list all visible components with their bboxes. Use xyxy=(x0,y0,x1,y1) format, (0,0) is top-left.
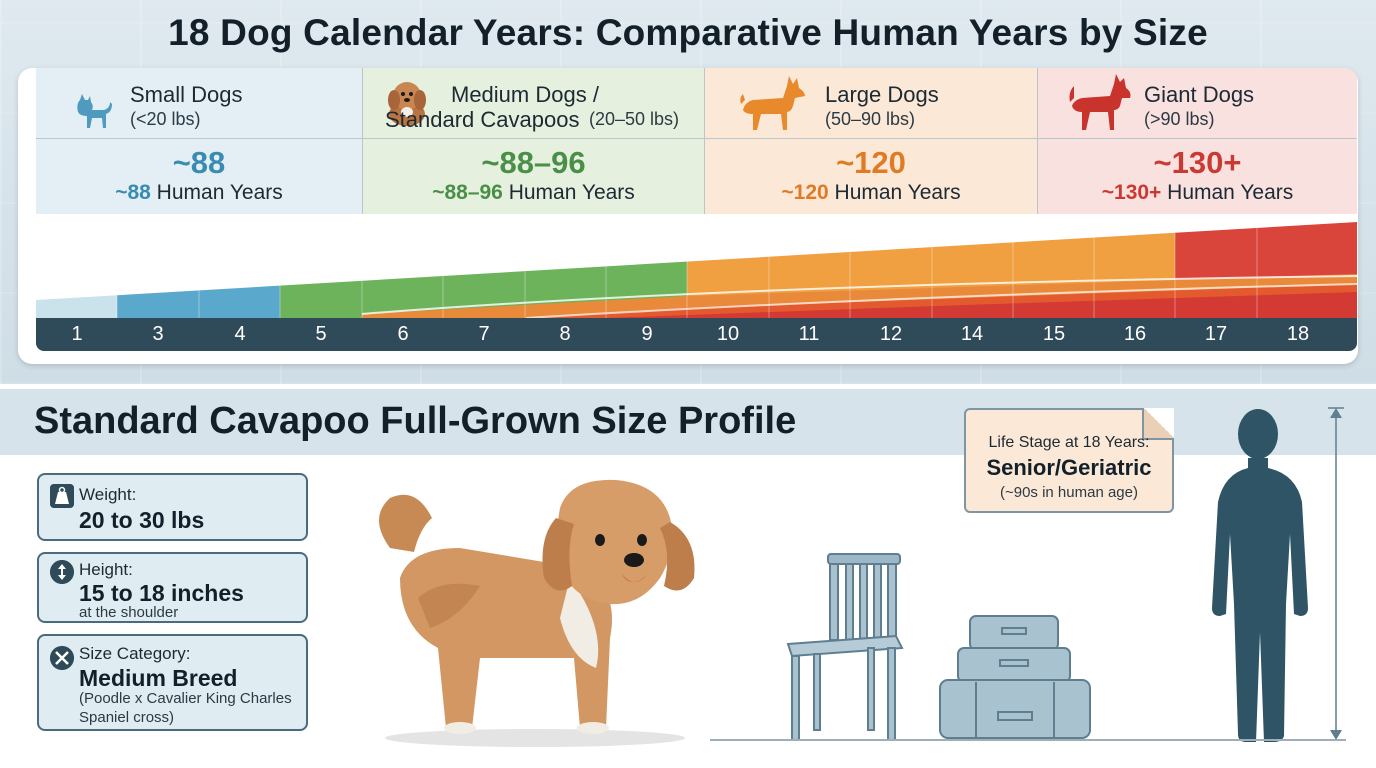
size-category-note-1: (Poodle x Cavalier King Charles xyxy=(79,690,292,707)
category-name-line1: Medium Dogs / xyxy=(451,82,599,107)
axis-tick: 6 xyxy=(397,323,409,345)
size-category-value: Medium Breed xyxy=(79,665,238,691)
axis-tick: 17 xyxy=(1204,323,1228,345)
axis-tick: 3 xyxy=(152,323,164,345)
giant-dog-icon xyxy=(1069,74,1131,130)
life-stage-sub: (~90s in human age) xyxy=(999,484,1138,501)
axis-tick: 8 xyxy=(559,323,571,345)
growth-ramp xyxy=(36,222,1357,318)
human-silhouette xyxy=(1212,409,1308,742)
axis-tick: 7 xyxy=(478,323,490,345)
section-title: Standard Cavapoo Full-Grown Size Profile xyxy=(34,400,797,442)
category-range: (>90 lbs) xyxy=(1144,109,1215,129)
category-name: Small Dogs xyxy=(130,82,243,107)
category-name: Large Dogs xyxy=(825,82,939,107)
axis-tick: 18 xyxy=(1286,323,1310,345)
axis-tick: 9 xyxy=(641,323,653,345)
life-stage-value: Senior/Geriatric xyxy=(986,455,1152,480)
height-card: Height: 15 to 18 inches at the shoulder xyxy=(37,552,308,623)
category-name: Giant Dogs xyxy=(1144,82,1255,107)
weight-icon xyxy=(50,484,74,508)
weight-value: 20 to 30 lbs xyxy=(79,507,205,533)
size-category-card: Size Category: Medium Breed (Poodle x Ca… xyxy=(37,634,308,731)
category-name-line2: Standard Cavapoos xyxy=(385,107,580,132)
cavapoo-illustration xyxy=(379,479,695,747)
category-grid: Small Dogs (<20 lbs) ~88 ~88 Human Years xyxy=(36,68,1357,214)
category-range: (20–50 lbs) xyxy=(589,109,680,129)
axis-tick: 15 xyxy=(1042,323,1066,345)
human-years-line: ~88–96 Human Years xyxy=(432,181,635,204)
human-years-big: ~88–96 xyxy=(481,145,586,180)
human-years-big: ~130+ xyxy=(1153,145,1242,180)
axis-tick: 1 xyxy=(71,323,83,345)
height-arrow-icon xyxy=(50,560,74,584)
luggage-illustration xyxy=(939,615,1091,739)
axis-tick: 5 xyxy=(315,323,327,345)
category-range: (<20 lbs) xyxy=(130,109,201,129)
size-category-label: Size Category: xyxy=(79,644,191,663)
size-category-note-2: Spaniel cross) xyxy=(79,709,175,726)
size-category-icon xyxy=(50,646,74,670)
axis-tick: 16 xyxy=(1123,323,1147,345)
human-years-line: ~120 Human Years xyxy=(781,181,961,204)
weight-card: Weight: 20 to 30 lbs xyxy=(37,473,308,541)
axis-tick: 10 xyxy=(716,323,740,345)
axis-tick: 14 xyxy=(960,323,984,345)
weight-label: Weight: xyxy=(79,485,137,504)
comparison-panel: Small Dogs (<20 lbs) ~88 ~88 Human Years xyxy=(18,68,1358,364)
note-fold xyxy=(1142,408,1174,440)
life-stage-label: Life Stage at 18 Years: xyxy=(988,434,1150,451)
category-small: Small Dogs (<20 lbs) ~88 ~88 Human Years xyxy=(36,68,363,214)
height-value: 15 to 18 inches xyxy=(79,580,244,606)
growth-chart xyxy=(36,218,1357,352)
year-axis: 1 3 4 5 6 7 8 9 10 11 12 14 15 16 17 18 xyxy=(36,318,1357,351)
axis-tick: 4 xyxy=(234,323,246,345)
axis-tick: 11 xyxy=(798,323,820,345)
axis-tick: 12 xyxy=(879,323,903,345)
small-dog-icon xyxy=(77,94,112,128)
category-large: Large Dogs (50–90 lbs) ~120 ~120 Human Y… xyxy=(705,68,1038,214)
life-stage-note: Life Stage at 18 Years: Senior/Geriatric… xyxy=(964,408,1174,513)
ramp-bands xyxy=(36,222,1357,318)
category-giant: Giant Dogs (>90 lbs) ~130+ ~130+ Human Y… xyxy=(1038,68,1357,214)
category-medium: Medium Dogs / Standard Cavapoos (20–50 l… xyxy=(363,68,705,214)
human-years-line: ~88 Human Years xyxy=(115,181,283,204)
ground-line xyxy=(710,739,1346,741)
page-title: 18 Dog Calendar Years: Comparative Human… xyxy=(168,12,1208,53)
human-years-big: ~88 xyxy=(172,145,226,180)
human-years-line: ~130+ Human Years xyxy=(1101,181,1294,204)
cavapoo-icon xyxy=(388,82,426,126)
height-label: Height: xyxy=(79,560,133,579)
category-range: (50–90 lbs) xyxy=(825,109,916,129)
height-measure-line xyxy=(1328,407,1344,740)
height-note: at the shoulder xyxy=(79,604,179,621)
human-years-big: ~120 xyxy=(836,145,906,180)
chair-illustration xyxy=(786,553,904,741)
large-dog-icon xyxy=(740,76,805,130)
